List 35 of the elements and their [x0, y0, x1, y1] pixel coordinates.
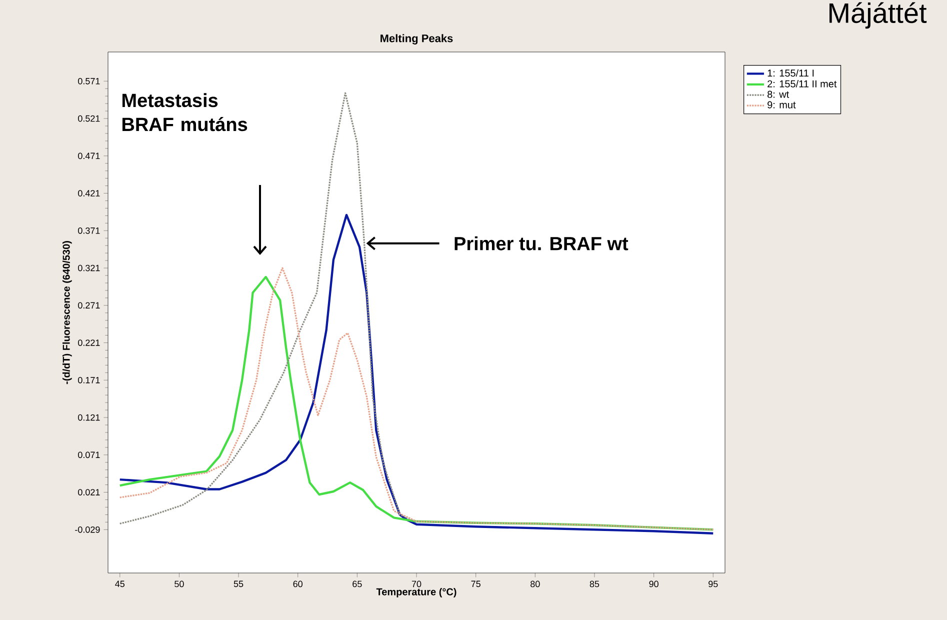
y-tick-label: 0.121	[78, 414, 100, 421]
legend-label: 2: 155/11 II met	[768, 80, 837, 88]
y-tick-label: -0.029	[75, 526, 100, 533]
x-tick-label: 55	[234, 580, 244, 588]
chart-title: Melting Peaks	[380, 34, 453, 44]
legend-label: 1: 155/11 I	[768, 69, 814, 77]
x-tick-label: 50	[174, 580, 184, 588]
x-tick-label: 70	[412, 580, 422, 588]
y-tick-label: 0.471	[78, 152, 100, 160]
legend-label: 9: mut	[768, 101, 796, 108]
x-tick-label: 65	[352, 580, 362, 588]
x-tick-label: 85	[590, 580, 600, 588]
y-tick-label: 0.371	[78, 227, 100, 234]
y-tick-label: 0.021	[78, 489, 100, 496]
annotation: Metastasis BRAF mutáns	[122, 93, 248, 132]
y-tick-label: 0.221	[78, 340, 100, 346]
y-tick-label: 0.521	[78, 115, 100, 122]
y-tick-label: 0.171	[78, 376, 100, 384]
x-tick-label: 45	[115, 580, 124, 588]
x-tick-label: 80	[530, 580, 540, 588]
text: Májáttét	[829, 2, 927, 29]
y-tick-label: 0.321	[78, 264, 100, 272]
y-axis-title: -(d/dT) Fluorescence (640/530)	[62, 241, 72, 384]
x-tick-label: 90	[649, 580, 658, 588]
y-tick-label: 0.071	[78, 452, 100, 458]
y-tick-label: 0.421	[78, 190, 100, 196]
annotation: Primer tu. BRAF wt	[454, 236, 628, 250]
x-axis-title: Temperature (°C)	[376, 588, 456, 598]
x-tick-label: 60	[293, 580, 303, 588]
y-tick-label: 0.571	[78, 78, 100, 84]
line-series	[118, 214, 714, 534]
legend-label: 8: wt	[768, 90, 790, 98]
y-tick-label: 0.271	[78, 302, 100, 309]
x-tick-label: 95	[708, 580, 718, 588]
x-tick-label: 75	[471, 580, 480, 588]
